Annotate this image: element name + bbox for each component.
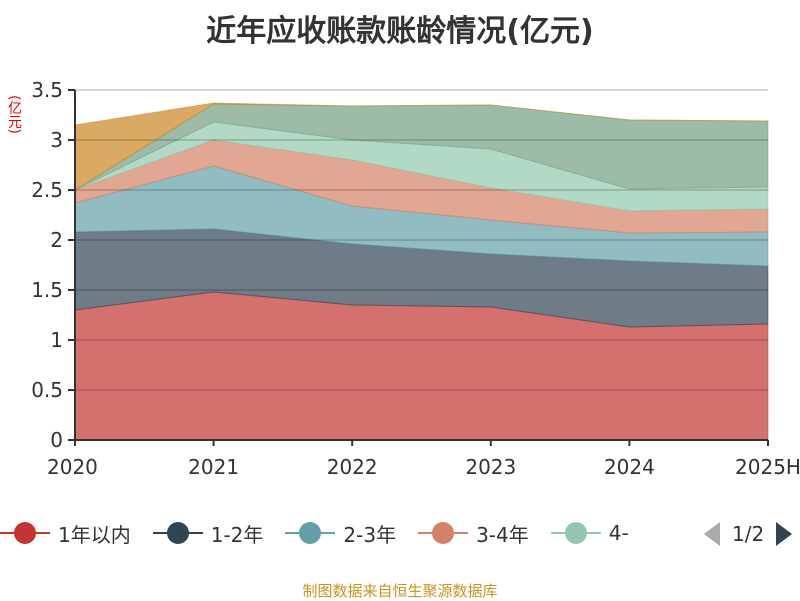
y-tick-label: 2: [50, 228, 63, 252]
y-tick-label: 3: [50, 128, 63, 152]
legend-item[interactable]: 2-3年: [285, 519, 396, 548]
legend-item[interactable]: 1年以内: [0, 519, 131, 548]
legend-marker-icon: [550, 521, 601, 545]
legend-item[interactable]: 4-: [550, 521, 629, 545]
prev-page-icon[interactable]: [702, 520, 722, 548]
x-tick-label: 2025H: [735, 455, 800, 479]
legend-marker-icon: [418, 521, 469, 545]
y-tick-label: 2.5: [31, 178, 63, 202]
x-tick-label: 2024: [604, 455, 655, 479]
x-tick-label: 2023: [465, 455, 516, 479]
legend-label: 1-2年: [210, 522, 264, 547]
legend-item[interactable]: 1-2年: [152, 519, 264, 548]
y-tick-label: 1: [50, 328, 63, 352]
legend-marker-icon: [285, 521, 336, 545]
legend-label: 1年以内: [58, 522, 131, 547]
stacked-area-chart: 0 0.5 1 1.5 2 2.5 3 3.5 2020 2021 2022 2023 2024 2025…: [31, 78, 800, 479]
y-tick-label: 3.5: [31, 78, 63, 102]
data-source: 制图数据来自恒生聚源数据库: [302, 582, 498, 600]
x-tick-label: 2022: [327, 455, 378, 479]
legend-marker-icon: [0, 521, 50, 545]
legend-item[interactable]: 3-4年: [418, 519, 529, 548]
legend-label: 4-: [608, 521, 629, 545]
y-tick-label: 1.5: [31, 278, 63, 302]
legend-pager: 1/2: [702, 520, 794, 548]
next-page-icon[interactable]: [774, 520, 794, 548]
legend-label: 3-4年: [476, 522, 529, 547]
x-tick-label: 2021: [188, 455, 239, 479]
chart-title: 近年应收账款账龄情况(亿元): [206, 14, 594, 49]
legend-marker-icon: [152, 521, 203, 545]
y-tick-label: 0: [50, 428, 63, 452]
legend-page-indicator: 1/2: [732, 522, 765, 546]
area-series-7: [74, 102, 769, 191]
legend: 1年以内 1-2年 2-3年 3-4年 4-: [0, 518, 651, 548]
y-tick-label: 0.5: [31, 378, 63, 402]
x-tick-label: 2020: [47, 455, 98, 479]
y-axis-unit: (亿元): [6, 95, 22, 134]
legend-label: 2-3年: [343, 522, 397, 547]
